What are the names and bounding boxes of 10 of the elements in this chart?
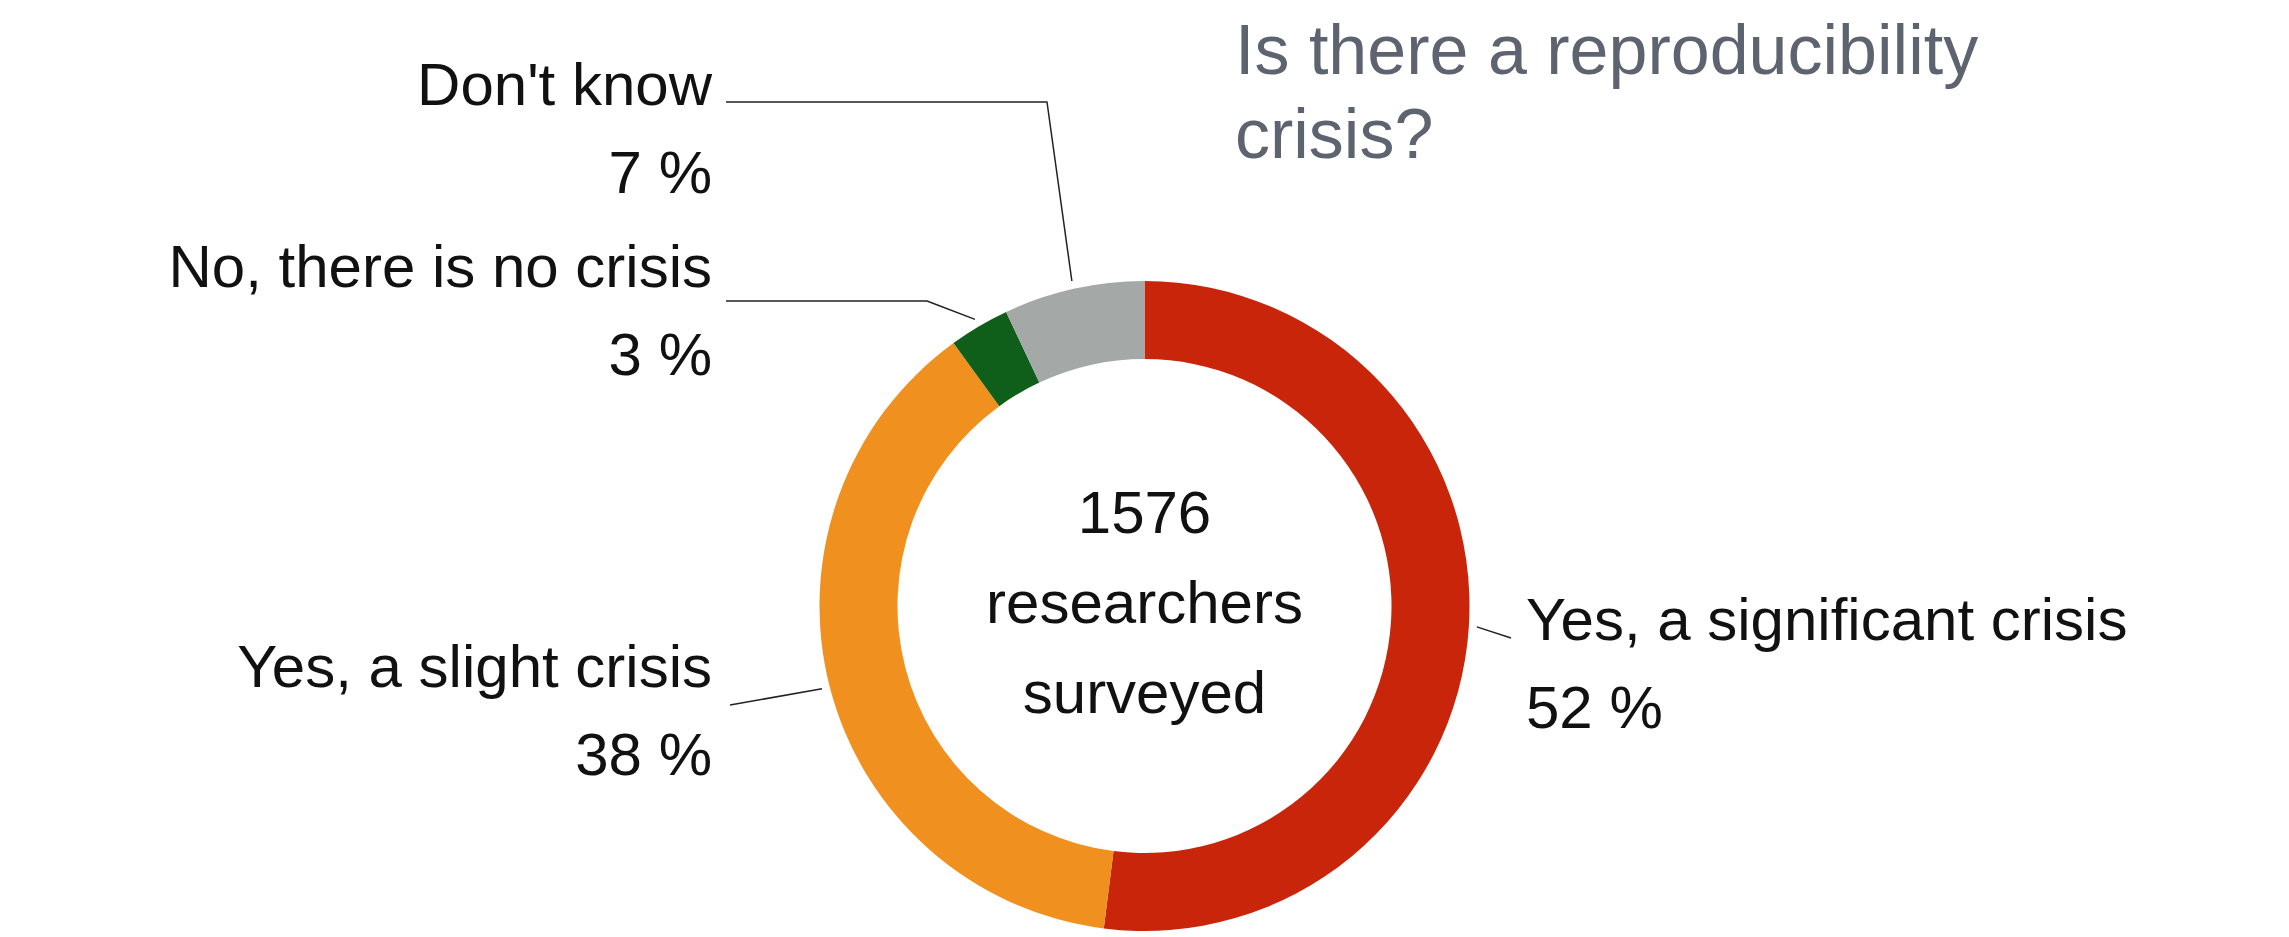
slice-label: Yes, a slight crisis (237, 633, 712, 700)
slice-label: No, there is no crisis (168, 233, 712, 300)
chart-title: Is there a reproducibility crisis? (1235, 10, 1980, 175)
data-label: 3 % (608, 321, 712, 388)
text: 1576 researchers surveyed (986, 478, 1303, 726)
slice-label: Don't know (417, 51, 713, 118)
data-label: 7 % (608, 139, 712, 206)
data-label: 52 % (1526, 674, 1663, 741)
data-label: 38 % (575, 721, 712, 788)
slice-label: Yes, a significant crisis (1526, 586, 2128, 653)
